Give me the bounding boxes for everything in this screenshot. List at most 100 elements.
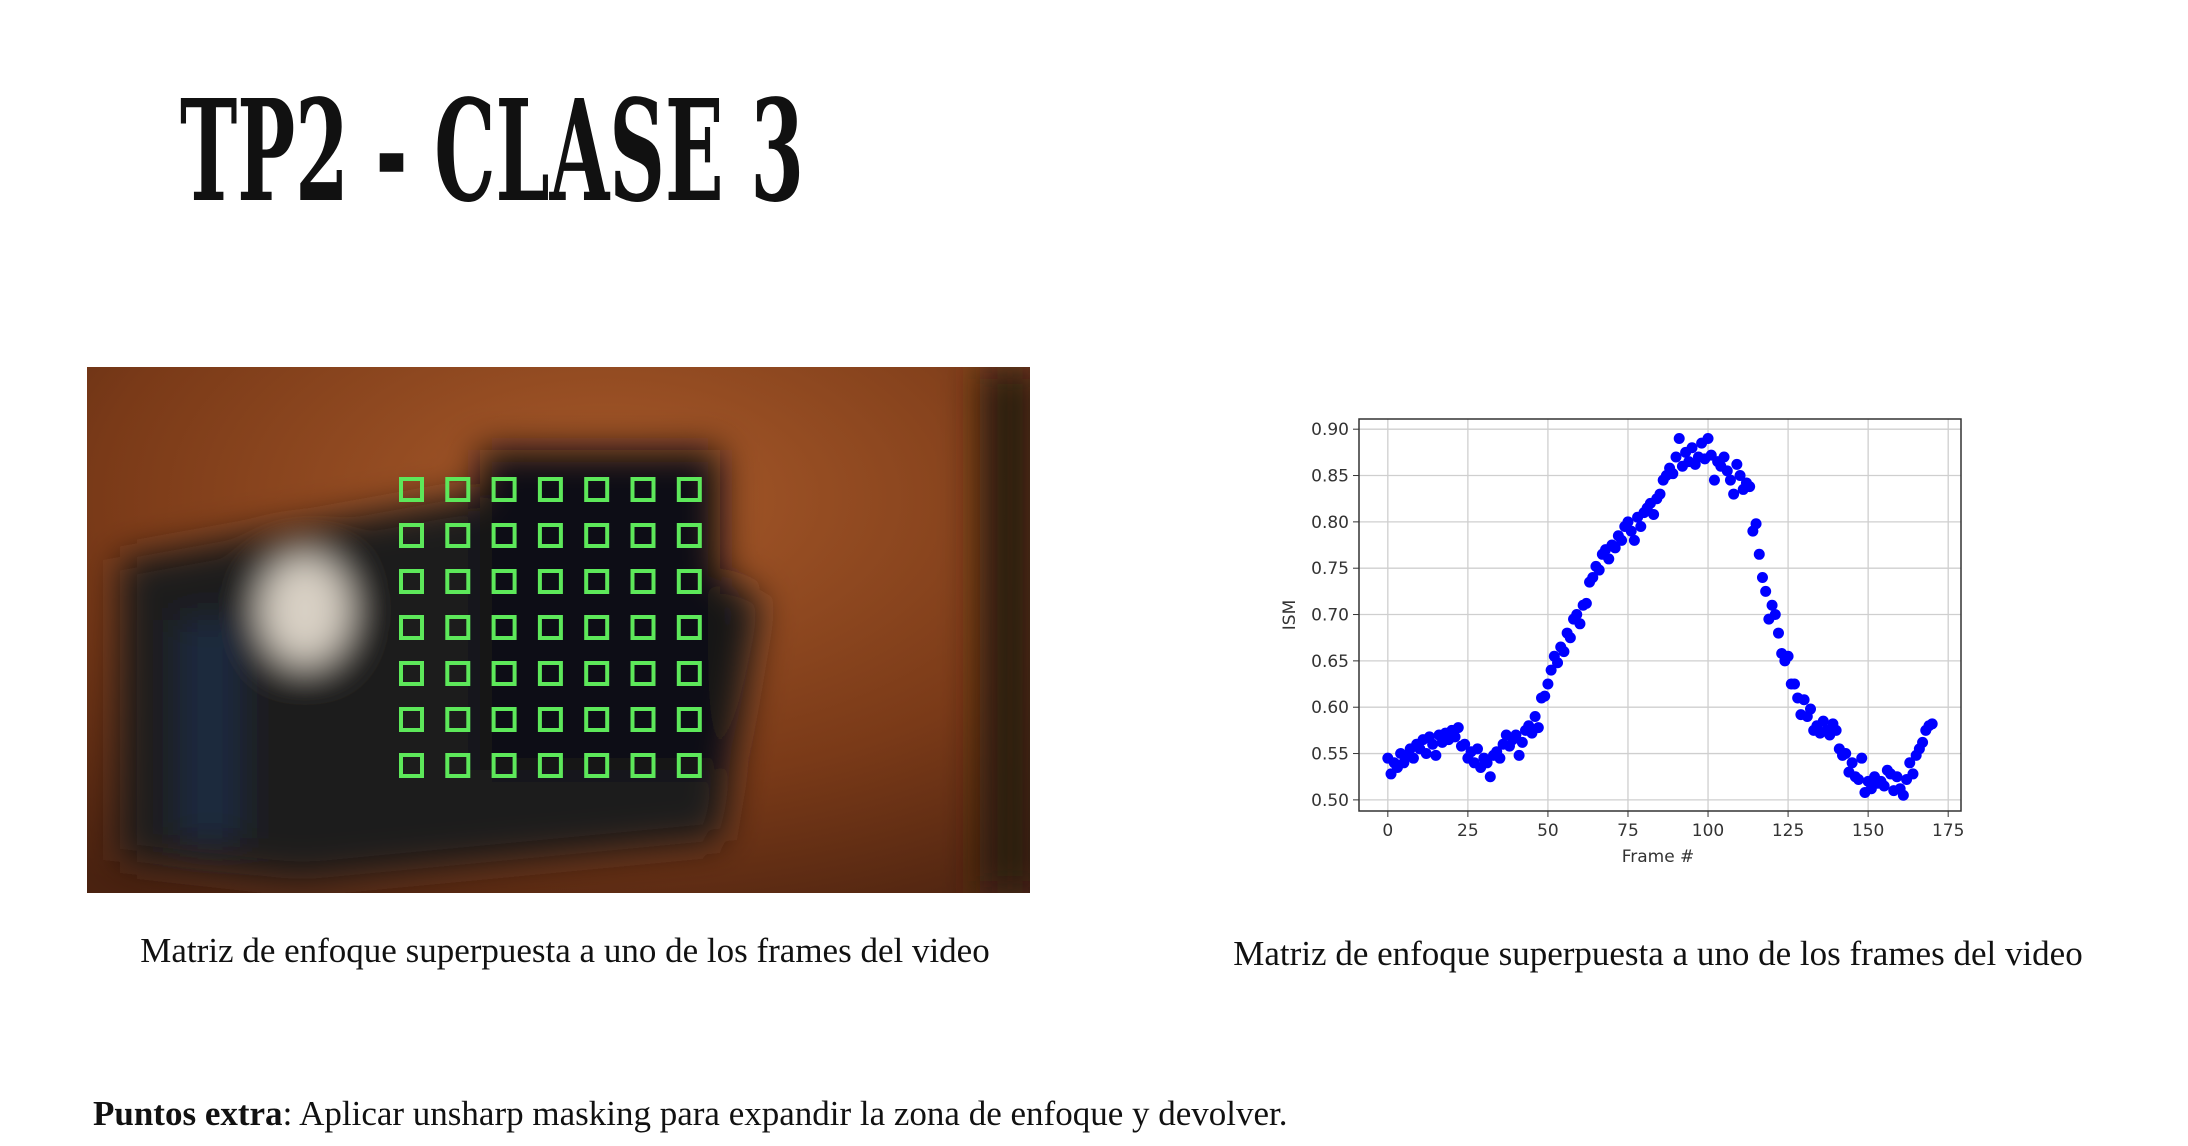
data-point [1648, 508, 1660, 520]
data-point [1670, 451, 1682, 463]
data-point [1756, 571, 1768, 583]
y-tick-label: 0.60 [1311, 698, 1349, 718]
y-tick-label: 0.55 [1311, 745, 1349, 765]
x-tick-label: 25 [1457, 821, 1479, 841]
focus-square [491, 523, 517, 548]
data-point [1766, 599, 1778, 611]
data-point [1603, 553, 1615, 565]
focus-square [630, 615, 656, 640]
focus-square [399, 477, 424, 502]
data-point [1856, 752, 1868, 764]
data-point [1542, 678, 1554, 690]
focus-square [584, 615, 610, 640]
x-tick-label: 175 [1932, 821, 1964, 841]
data-point [1718, 451, 1730, 463]
data-point [1593, 564, 1605, 576]
data-point [1853, 773, 1865, 785]
data-point [1917, 736, 1929, 748]
data-point [1571, 609, 1583, 621]
focus-square [445, 477, 471, 502]
data-point [1552, 657, 1564, 669]
y-tick-label: 0.85 [1311, 467, 1349, 487]
focus-square [491, 753, 517, 778]
data-point [1788, 678, 1800, 690]
focus-square [445, 753, 471, 778]
focus-square [584, 661, 610, 686]
focus-matrix [399, 477, 702, 778]
chart-caption: Matriz de enfoque superpuesta a uno de l… [1233, 934, 2082, 973]
focus-square [537, 523, 563, 548]
data-point [1471, 743, 1483, 755]
focus-square [676, 569, 702, 594]
focus-square [445, 523, 471, 548]
data-point [1817, 715, 1829, 727]
data-point [1427, 738, 1439, 750]
focus-square [676, 707, 702, 732]
focus-square [676, 753, 702, 778]
focus-square [537, 477, 563, 502]
data-point [1529, 710, 1541, 722]
focus-square [445, 569, 471, 594]
data-point [1708, 474, 1720, 486]
focus-square [399, 707, 424, 732]
data-point [1769, 609, 1781, 621]
data-point [1558, 646, 1570, 658]
focus-square [630, 661, 656, 686]
y-tick-label: 0.80 [1311, 513, 1349, 533]
data-point [1878, 780, 1890, 792]
focus-square [399, 615, 424, 640]
chart: Frame # ISM 0.50 0.55 0.60 0.65 0.70 0.75 0.80… [1280, 418, 1964, 867]
slide-title: TP2 - CLASE 3 [180, 70, 804, 234]
image-caption: Matriz de enfoque superpuesta a uno de l… [140, 931, 989, 970]
data-point [1798, 694, 1810, 706]
data-point [1904, 757, 1916, 769]
y-axis-label: ISM [1280, 600, 1300, 630]
focus-square [630, 523, 656, 548]
focus-square [676, 477, 702, 502]
focus-square [445, 661, 471, 686]
focus-square [584, 477, 610, 502]
data-point [1532, 722, 1544, 734]
focus-square [584, 569, 610, 594]
data-point [1760, 585, 1772, 597]
focus-square [537, 615, 563, 640]
y-tick-label: 0.50 [1311, 791, 1349, 811]
data-point [1609, 542, 1621, 554]
focus-square [399, 523, 424, 548]
data-point [1654, 488, 1666, 500]
data-point [1564, 632, 1576, 644]
y-tick-label: 0.70 [1311, 606, 1349, 626]
data-point [1628, 534, 1640, 546]
data-point [1753, 548, 1765, 560]
focus-square [630, 477, 656, 502]
data-point [1510, 729, 1522, 741]
focus-square [584, 707, 610, 732]
data-point [1513, 749, 1525, 761]
data-point [1830, 724, 1842, 736]
focus-square [445, 615, 471, 640]
data-point [1449, 731, 1461, 743]
data-point [1673, 432, 1685, 444]
focus-square [491, 615, 517, 640]
data-point [1481, 757, 1493, 769]
data-point [1721, 465, 1733, 477]
y-tick-label: 0.75 [1311, 559, 1349, 579]
data-point [1452, 722, 1464, 734]
focus-square [399, 753, 424, 778]
data-point [1744, 481, 1756, 493]
data-point [1616, 534, 1628, 546]
data-point [1702, 432, 1714, 444]
focus-square [537, 707, 563, 732]
x-tick-label: 100 [1692, 821, 1724, 841]
data-point [1574, 618, 1586, 630]
x-tick-label: 0 [1382, 821, 1393, 841]
focus-square [491, 661, 517, 686]
data-point [1539, 690, 1551, 702]
focus-square [537, 661, 563, 686]
footer-bold: Puntos extra [93, 1094, 283, 1133]
data-point [1494, 752, 1506, 764]
data-point [1407, 752, 1419, 764]
focus-square [676, 661, 702, 686]
data-point [1926, 718, 1938, 730]
